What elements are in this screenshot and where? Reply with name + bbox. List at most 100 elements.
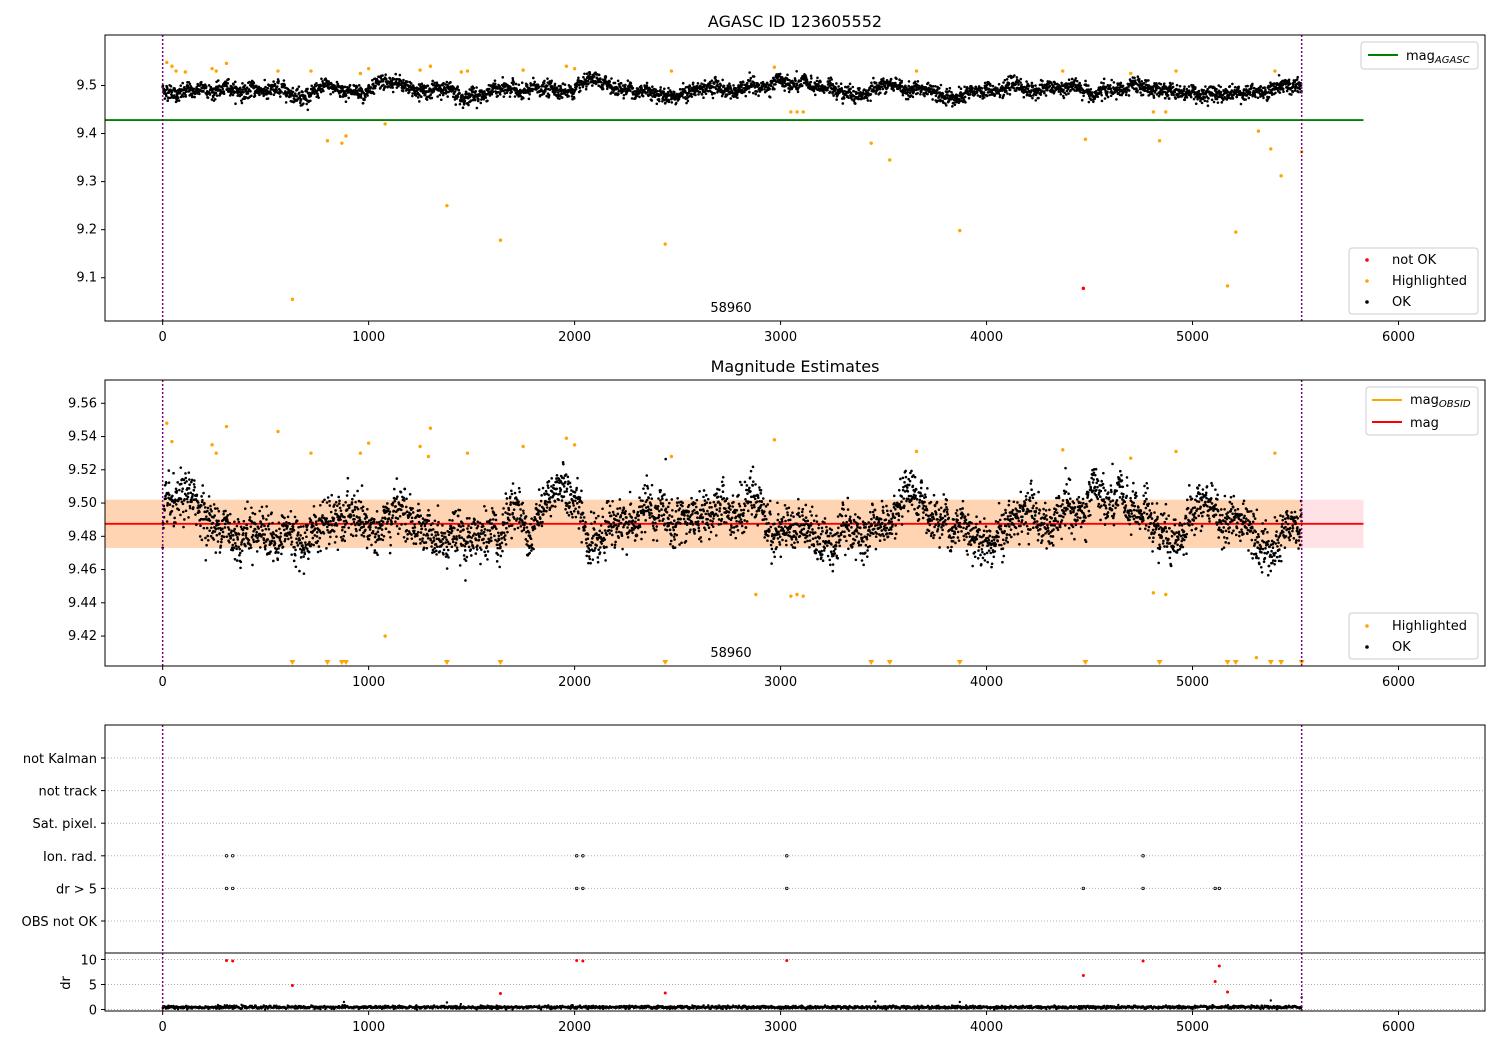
ok-point (232, 538, 235, 541)
ok-point (983, 96, 986, 99)
ok-point (280, 532, 283, 535)
ok-point (946, 88, 949, 91)
ok-point (1190, 96, 1193, 99)
ok-point (392, 91, 395, 94)
ok-point (333, 503, 336, 506)
ok-point (277, 80, 280, 83)
ok-point (258, 94, 261, 97)
ok-point (870, 93, 873, 96)
ok-point (1168, 97, 1171, 100)
ok-point (356, 490, 359, 493)
ok-point (663, 87, 666, 90)
ok-point (319, 504, 322, 507)
highlighted-point (359, 72, 362, 75)
ok-point (1244, 98, 1247, 101)
ok-point (532, 77, 535, 80)
ok-point (758, 84, 761, 87)
ok-point (1207, 97, 1210, 100)
ok-point (902, 94, 905, 97)
ok-point (1030, 89, 1033, 92)
ok-point (267, 514, 270, 517)
ok-point (433, 81, 436, 84)
ok-point (522, 97, 525, 100)
not-ok-point (1082, 287, 1085, 290)
ok-point (201, 484, 204, 487)
ok-point (384, 73, 387, 76)
ok-point (499, 85, 502, 88)
ok-point (1081, 99, 1084, 102)
ok-point (271, 539, 274, 542)
ok-point (816, 80, 819, 83)
ok-point (172, 472, 175, 475)
ok-point (1279, 91, 1282, 94)
ok-point (984, 82, 987, 85)
ok-point (1079, 91, 1082, 94)
ok-point (1005, 90, 1008, 93)
ok-point (205, 515, 208, 518)
ok-point (262, 517, 265, 520)
ok-point (228, 541, 231, 544)
ok-point (895, 77, 898, 80)
ok-point (376, 510, 379, 513)
ok-point (238, 521, 241, 524)
ok-point (189, 507, 192, 510)
ok-point (732, 84, 735, 87)
ok-point (1065, 93, 1068, 96)
ok-point (658, 100, 661, 103)
ok-point (220, 538, 223, 541)
ok-point (335, 522, 338, 525)
ok-point (299, 534, 302, 537)
ok-point (1206, 100, 1209, 103)
ok-point (381, 524, 384, 527)
ok-point (227, 78, 230, 81)
ok-point (1028, 85, 1031, 88)
ok-point (231, 544, 234, 547)
ok-point (513, 81, 516, 84)
ok-point (1176, 84, 1179, 87)
ok-point (793, 83, 796, 86)
ok-point (244, 545, 247, 548)
panel1-legend-lines: magAGASC (1361, 42, 1478, 69)
ok-point (823, 91, 826, 94)
ok-point (948, 90, 951, 93)
ok-point (297, 544, 300, 547)
ok-point (300, 542, 303, 545)
ok-point (464, 100, 467, 103)
ok-point (1088, 101, 1091, 104)
ok-point (1171, 82, 1174, 85)
ok-point (627, 79, 630, 82)
ok-point (369, 526, 372, 529)
ok-point (796, 84, 799, 87)
ok-point (265, 505, 268, 508)
ok-point (270, 93, 273, 96)
ok-point (1288, 78, 1291, 81)
highlighted-point (670, 69, 673, 72)
ok-point (298, 85, 301, 88)
ok-point (1172, 86, 1175, 89)
ok-point (600, 81, 603, 84)
ok-point (1234, 86, 1237, 89)
highlighted-point (795, 110, 798, 113)
y-tick-label: 9.5 (76, 78, 97, 93)
ok-point (173, 517, 176, 520)
ok-point (1172, 94, 1175, 97)
ok-point (843, 97, 846, 100)
ok-point (276, 558, 279, 561)
ok-point (356, 86, 359, 89)
ok-point (1013, 74, 1016, 77)
ok-point (1009, 89, 1012, 92)
ok-point (945, 104, 948, 107)
ok-point (1110, 95, 1113, 98)
highlighted-point (521, 68, 524, 71)
ok-point (1278, 74, 1281, 77)
ok-point (1246, 85, 1249, 88)
highlighted-point (326, 139, 329, 142)
ok-point (656, 90, 659, 93)
ok-point (1147, 79, 1150, 82)
ok-point (1101, 100, 1104, 103)
ok-point (510, 91, 513, 94)
ok-point (306, 547, 309, 550)
ok-point (240, 561, 243, 564)
ok-point (1106, 91, 1109, 94)
ok-point (252, 538, 255, 541)
